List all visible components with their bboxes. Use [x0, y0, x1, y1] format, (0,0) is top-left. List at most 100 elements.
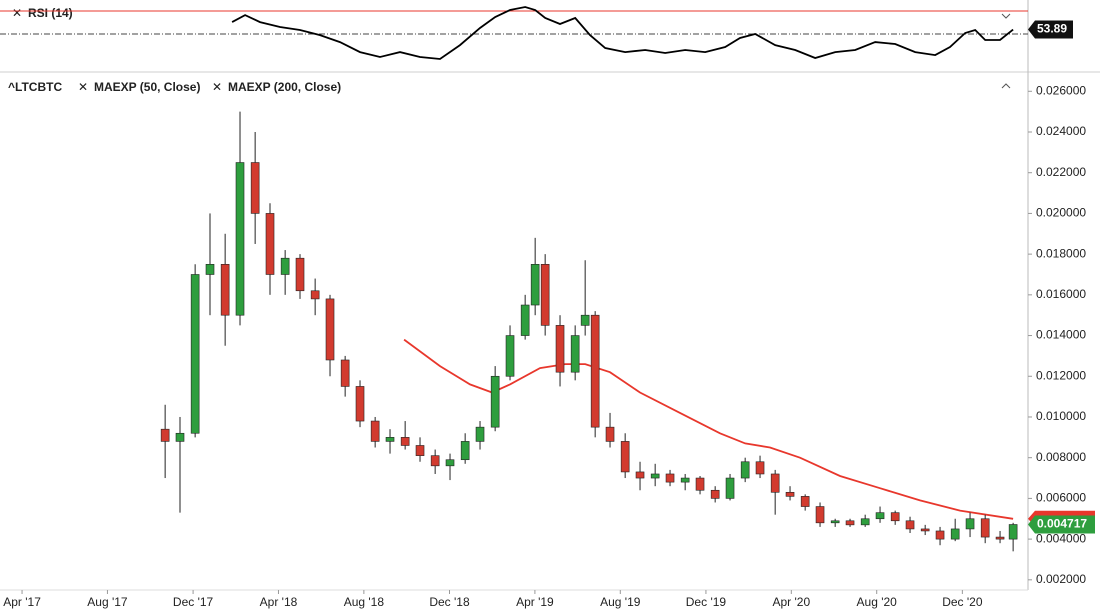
x-tick-label: Aug '17	[87, 595, 128, 609]
candle-body	[605, 426, 615, 442]
candle-body	[905, 520, 915, 530]
x-tick-label: Apr '20	[772, 595, 810, 609]
x-tick-label: Dec '20	[942, 595, 983, 609]
y-tick-label: 0.020000	[1036, 206, 1086, 220]
last-price-label: 0.004717	[1037, 517, 1087, 531]
candle-body	[755, 461, 765, 475]
candle-body	[860, 518, 870, 526]
last-value-tag	[1028, 20, 1073, 39]
rsi-legend: RSI (14)	[28, 6, 73, 20]
candle-body	[385, 437, 395, 442]
candle-body	[830, 520, 840, 524]
candle-body	[370, 420, 380, 442]
y-tick-label: 0.016000	[1036, 287, 1086, 301]
candle-body	[310, 290, 320, 300]
candle-body	[1008, 524, 1018, 540]
y-tick-label: 0.008000	[1036, 450, 1086, 464]
candle-body	[205, 264, 215, 275]
remove-icon[interactable]: ✕	[78, 80, 88, 94]
y-tick-label: 0.018000	[1036, 246, 1086, 260]
y-tick-label: 0.022000	[1036, 165, 1086, 179]
candle-body	[160, 428, 170, 442]
symbol-legend: ^LTCBTC	[8, 80, 62, 94]
rsi-line	[231, 6, 1014, 60]
candle-body	[430, 455, 440, 467]
candle-body	[995, 536, 1005, 540]
candle-body	[250, 162, 260, 214]
candle-body	[815, 506, 825, 524]
candle-body	[620, 441, 630, 473]
overlay-legend: MAEXP (200, Close)	[228, 80, 341, 94]
collapse-icon[interactable]	[1001, 13, 1011, 19]
x-tick-label: Aug '20	[857, 595, 898, 609]
candle-body	[950, 528, 960, 540]
candle-body	[890, 512, 900, 522]
x-tick-label: Aug '18	[344, 595, 385, 609]
candle-body	[800, 496, 810, 507]
y-tick-label: 0.014000	[1036, 328, 1086, 342]
candle-body	[295, 257, 305, 292]
candle-body	[190, 274, 200, 434]
candle-body	[490, 375, 500, 428]
last-price-tag	[1028, 515, 1095, 534]
candle-body	[980, 518, 990, 538]
candle-body	[235, 162, 245, 316]
candle-body	[710, 489, 720, 499]
candle-body	[570, 335, 580, 373]
y-tick-label: 0.004000	[1036, 531, 1086, 545]
y-tick-label: 0.010000	[1036, 409, 1086, 423]
y-tick-label: 0.024000	[1036, 124, 1086, 138]
candle-body	[695, 477, 705, 491]
candle-body	[935, 530, 945, 540]
last-value-label: 53.89	[1037, 22, 1067, 36]
y-tick-label: 0.002000	[1036, 572, 1086, 586]
x-tick-label: Aug '19	[600, 595, 641, 609]
candle-body	[650, 473, 660, 479]
candle-body	[965, 518, 975, 530]
candle-body	[530, 264, 540, 306]
candle-body	[400, 437, 410, 446]
candle-body	[325, 298, 335, 361]
candle-body	[175, 432, 185, 442]
candle-body	[265, 213, 275, 275]
candle-body	[505, 335, 515, 377]
candle-body	[355, 386, 365, 422]
candle-body	[875, 512, 885, 520]
candle-body	[475, 426, 485, 442]
candle-body	[580, 314, 590, 326]
y-tick-label: 0.026000	[1036, 83, 1086, 97]
x-tick-label: Dec '17	[173, 595, 214, 609]
candle-body	[555, 325, 565, 373]
candle-body	[590, 314, 600, 428]
candle-body	[740, 461, 750, 479]
overlay-legend: MAEXP (50, Close)	[94, 80, 200, 94]
candle-body	[415, 445, 425, 456]
x-tick-label: Dec '18	[429, 595, 470, 609]
candle-body	[665, 473, 675, 483]
candle-body	[785, 491, 795, 497]
y-tick-label: 0.012000	[1036, 368, 1086, 382]
remove-icon[interactable]: ✕	[12, 6, 22, 20]
candle-body	[540, 264, 550, 326]
x-tick-label: Apr '19	[516, 595, 554, 609]
candle-body	[520, 304, 530, 336]
remove-icon[interactable]: ✕	[212, 80, 222, 94]
candle-body	[920, 528, 930, 532]
candle-body	[220, 264, 230, 316]
collapse-icon[interactable]	[1001, 83, 1011, 89]
candle-body	[460, 441, 470, 461]
x-tick-label: Apr '18	[260, 595, 298, 609]
candle-body	[680, 477, 690, 483]
candle-body	[280, 257, 290, 275]
candle-body	[340, 359, 350, 387]
x-tick-label: Apr '17	[3, 595, 41, 609]
candle-body	[845, 520, 855, 526]
candle-body	[725, 477, 735, 499]
y-tick-label: 0.006000	[1036, 491, 1086, 505]
candle-body	[635, 471, 645, 479]
candle-body	[445, 459, 455, 467]
x-tick-label: Dec '19	[686, 595, 727, 609]
candle-body	[770, 473, 780, 493]
